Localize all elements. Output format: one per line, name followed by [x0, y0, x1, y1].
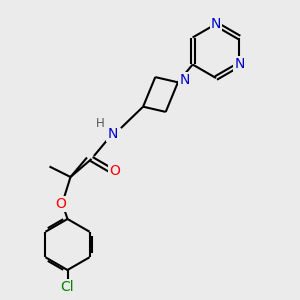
Text: Cl: Cl [61, 280, 74, 294]
Text: N: N [211, 17, 221, 31]
Text: O: O [110, 164, 120, 178]
Text: N: N [234, 58, 244, 71]
Text: O: O [55, 197, 66, 211]
Text: H: H [95, 116, 104, 130]
Text: N: N [179, 73, 190, 87]
Text: N: N [107, 127, 118, 140]
